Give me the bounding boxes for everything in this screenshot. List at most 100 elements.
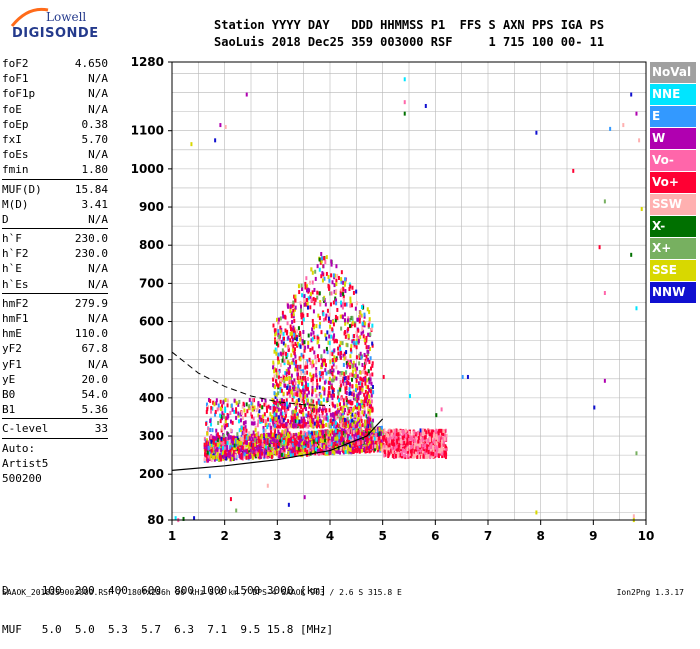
echo-point [432,447,435,452]
echo-point [403,111,406,116]
param-key: foEs [2,148,29,162]
echo-point [220,457,223,462]
echo-point [285,402,288,407]
param-row: foF2 4.650 [2,56,108,71]
echo-point [263,453,266,458]
echo-point [294,435,297,440]
echo-point [298,443,301,448]
echo-point [345,350,348,355]
echo-point [418,431,421,436]
echo-point [294,367,297,372]
echo-point [219,123,222,128]
echo-point [304,435,307,440]
echo-point [325,445,328,450]
param-value: 5.36 [81,403,109,417]
echo-point [263,442,266,447]
echo-point [380,425,383,430]
echo-point [289,332,292,337]
legend-item: SSW [650,194,696,215]
echo-point [238,428,241,433]
echo-point [283,454,286,459]
echo-point [349,359,352,364]
echo-point [303,348,306,353]
echo-point [622,123,625,128]
echo-point [342,353,345,358]
echo-point [287,432,290,437]
echo-point [426,451,429,456]
echo-point [304,403,307,408]
echo-point [350,303,353,308]
echo-point [231,420,234,425]
echo-point [312,418,315,423]
echo-point [265,405,268,410]
echo-point [364,340,367,345]
echo-point [307,344,310,349]
echo-point [286,303,289,308]
echo-point [312,450,315,455]
echo-point [219,446,222,451]
echo-point [367,436,370,441]
echo-point [320,424,323,429]
echo-point [212,400,215,405]
echo-point [268,443,271,448]
echo-point [363,338,366,343]
echo-point [251,455,254,460]
echo-point [329,412,332,417]
param-value: N/A [88,102,108,116]
echo-point [353,448,356,453]
echo-point [401,435,404,440]
echo-point [630,252,633,257]
echo-point [292,387,295,392]
echo-point [360,445,363,450]
echo-point [266,408,269,413]
echo-point [419,448,422,453]
echo-point [302,369,305,374]
echo-point [245,92,248,97]
echo-point [321,362,324,367]
echo-point [333,348,336,353]
echo-point [363,312,366,317]
param-key: foF1 [2,72,29,86]
echo-point [311,392,314,397]
echo-point [367,413,370,418]
echo-point [267,404,270,409]
echo-point [253,434,256,439]
param-row: h`F 230.0 [2,231,108,246]
echo-point [203,457,206,462]
echo-point [391,439,394,444]
echo-point [347,381,350,386]
echo-point [307,443,310,448]
echo-point [333,273,336,278]
echo-point [207,441,210,446]
param-value: N/A [88,277,108,291]
echo-point [443,453,446,458]
echo-dots [174,77,643,523]
echo-point [262,428,265,433]
echo-point [283,358,286,363]
echo-point [324,438,327,443]
echo-point [358,419,361,424]
echo-point [221,445,224,450]
echo-point [326,447,329,452]
echo-point [223,425,226,430]
echo-point [242,441,245,446]
param-key: fmin [2,163,29,177]
echo-point [317,448,320,453]
echo-point [395,444,398,449]
echo-point [322,419,325,424]
echo-point [420,432,423,437]
echo-point [311,364,314,369]
echo-point [320,274,323,279]
echo-point [208,474,211,479]
echo-point [327,434,330,439]
echo-point [203,437,206,442]
echo-point [438,444,441,449]
echo-point [225,416,228,421]
echo-point [293,347,296,352]
echo-point [326,397,329,402]
echo-point [424,451,427,456]
echo-point [342,362,345,367]
echo-point [235,439,238,444]
echo-point [409,451,412,456]
echo-point [275,409,278,414]
